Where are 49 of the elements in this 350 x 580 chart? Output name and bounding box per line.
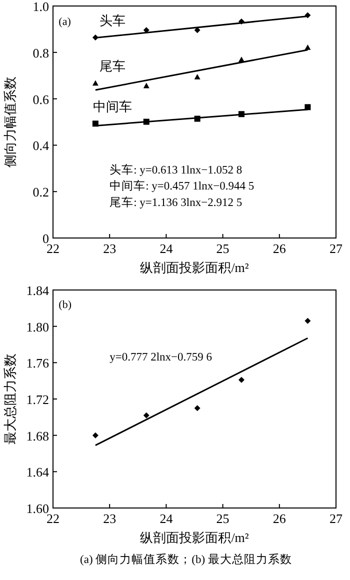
y-tick-label: 0.4	[32, 138, 50, 154]
series-label: 中间车	[92, 98, 132, 114]
y-tick-label: 1.84	[26, 283, 50, 298]
y-tick-label: 1.76	[26, 356, 50, 371]
y-axis-title: 侧向力幅值系数	[2, 76, 18, 168]
point	[194, 405, 200, 412]
annotation: 中间车: y=0.457 1lnx−0.944 5	[110, 178, 254, 193]
x-axis-title: 纵剖面投影面积/m²	[140, 530, 249, 545]
x-axis-title: 纵剖面投影面积/m²	[140, 260, 249, 275]
x-tick-label: 25	[216, 241, 230, 256]
y-tick-label: 1.0	[32, 0, 49, 14]
x-tick-label: 23	[103, 511, 116, 526]
x-tick-label: 22	[46, 511, 60, 526]
x-tick-label: 26	[272, 241, 286, 256]
point	[304, 318, 311, 324]
y-tick-label: 1.60	[26, 501, 49, 516]
x-tick-label: 25	[216, 511, 230, 526]
x-tick-label: 27	[330, 511, 343, 526]
y-tick-label: 0	[42, 231, 49, 246]
y-tick-label: 1.72	[26, 392, 49, 407]
annotation: (b)	[58, 299, 72, 312]
y-axis-title: 最大总阻力系数	[2, 354, 18, 444]
point	[304, 44, 311, 50]
y-tick-label: 0.6	[32, 92, 50, 107]
y-tick-label: 1.80	[26, 319, 49, 334]
text: (a) 侧向力幅值系数；(b) 最大总阻力系数	[80, 553, 292, 566]
annotation: 头车: y=0.613 1lnx−1.052 8	[110, 162, 242, 176]
point	[194, 74, 200, 80]
point	[238, 376, 244, 383]
annotation: y=0.777 2lnx−0.759 6	[110, 351, 212, 364]
annotation: (a)	[58, 16, 72, 28]
point	[143, 412, 150, 418]
x-tick-label: 22	[46, 241, 60, 256]
x-tick-label: 27	[330, 241, 343, 256]
x-tick-label: 24	[160, 511, 174, 526]
point	[92, 80, 98, 86]
y-tick-label: 1.64	[26, 464, 50, 480]
point	[92, 432, 98, 438]
point	[304, 104, 311, 110]
annotation: 尾车: y=1.136 3lnx−2.912 5	[110, 194, 242, 209]
series-label: 头车	[99, 12, 126, 28]
y-tick-label: 0.8	[32, 45, 49, 60]
x-tick-label: 24	[160, 241, 174, 256]
x-tick-label: 23	[103, 241, 116, 256]
y-tick-label: 0.2	[32, 184, 49, 200]
series-label: 尾车	[99, 58, 126, 74]
point	[143, 82, 150, 88]
y-tick-label: 1.68	[26, 428, 49, 444]
x-tick-label: 26	[272, 511, 286, 526]
